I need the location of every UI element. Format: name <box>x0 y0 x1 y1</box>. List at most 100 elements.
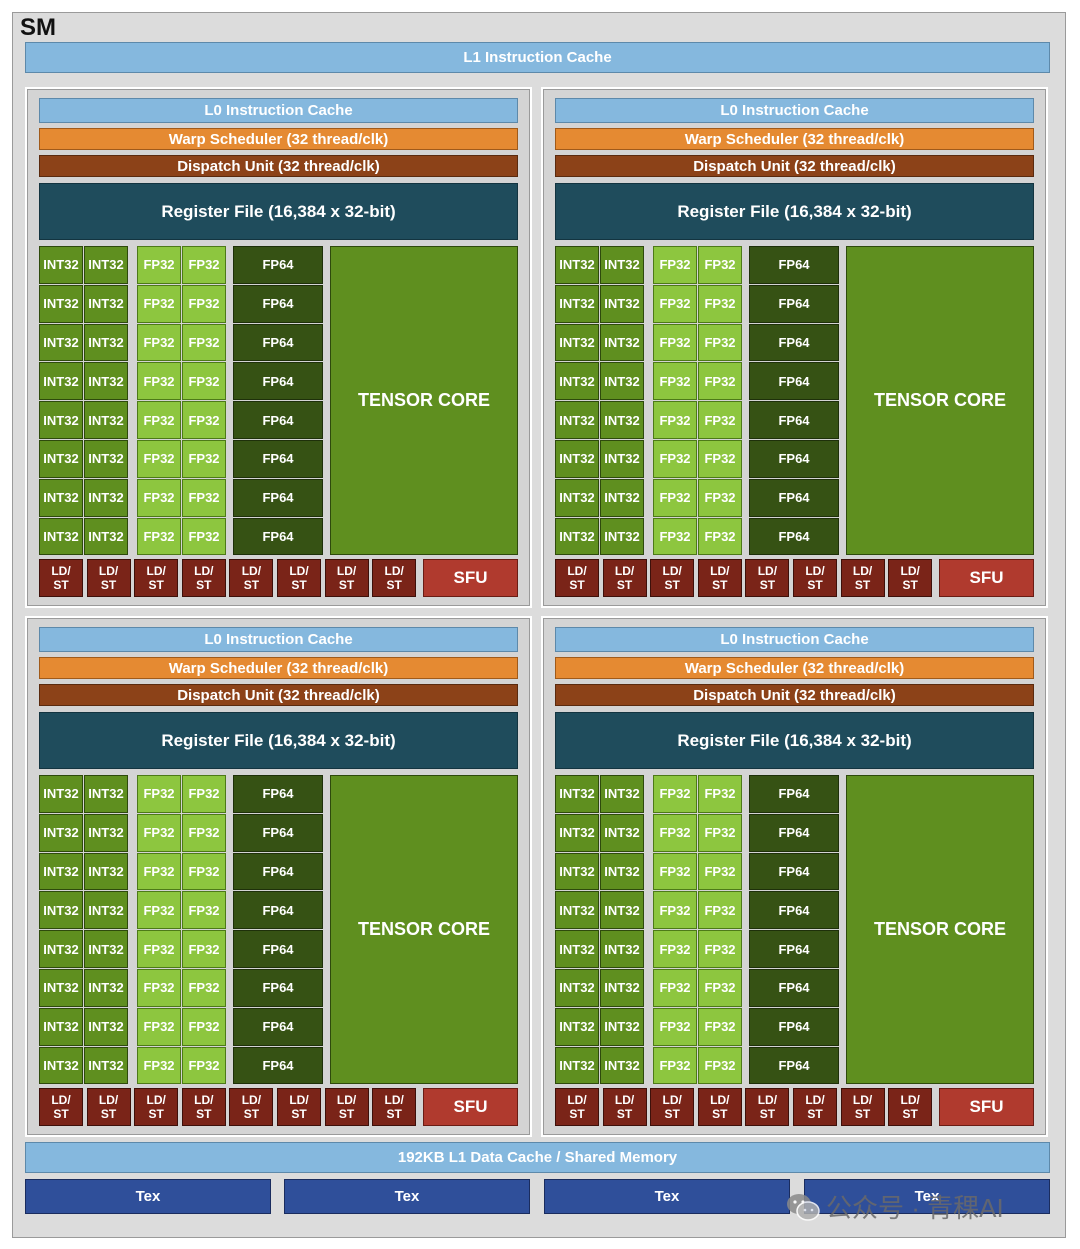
fp32-core: FP32 <box>653 246 697 284</box>
fp32-core: FP32 <box>137 284 181 323</box>
tensor-core: TENSOR CORE <box>846 246 1034 556</box>
int32-core: INT32 <box>600 246 644 284</box>
ld-st-unit: LD/ ST <box>745 1088 790 1126</box>
fp64-core: FP64 <box>233 1046 323 1085</box>
wechat-icon <box>787 1193 820 1221</box>
l0-instruction-cache: L0 Instruction Cache <box>555 627 1034 652</box>
fp32-core: FP32 <box>698 246 742 284</box>
fp32-core: FP32 <box>182 517 226 556</box>
ld-st-unit: LD/ ST <box>229 1088 274 1126</box>
fp32-core: FP32 <box>137 969 181 1007</box>
fp64-core: FP64 <box>749 362 839 401</box>
ld-st-unit: LD/ ST <box>602 559 647 597</box>
fp32-core: FP32 <box>182 246 226 284</box>
fp32-core: FP32 <box>137 517 181 556</box>
int32-core: INT32 <box>84 1007 128 1046</box>
l0-instruction-cache: L0 Instruction Cache <box>39 627 518 652</box>
fp64-core: FP64 <box>233 323 323 362</box>
fp32-core: FP32 <box>653 969 697 1007</box>
int32-core: INT32 <box>39 852 83 891</box>
int32-core: INT32 <box>84 813 128 852</box>
fp64-core: FP64 <box>233 517 323 556</box>
watermark: 公众号 · 青稞AI <box>786 1188 1004 1225</box>
fp32-core: FP32 <box>137 246 181 284</box>
fp64-core: FP64 <box>749 969 839 1007</box>
fp32-core: FP32 <box>653 813 697 852</box>
fp64-core: FP64 <box>233 813 323 852</box>
ld-st-unit: LD/ ST <box>888 1088 933 1126</box>
fp32-core: FP32 <box>137 401 181 439</box>
fp32-core: FP32 <box>137 323 181 362</box>
int32-core: INT32 <box>555 362 599 401</box>
int32-core: INT32 <box>39 478 83 517</box>
fp32-core: FP32 <box>698 478 742 517</box>
int32-core: INT32 <box>39 1046 83 1085</box>
fp32-core: FP32 <box>653 478 697 517</box>
int32-core: INT32 <box>39 362 83 401</box>
fp32-core: FP32 <box>698 930 742 968</box>
sfu-unit: SFU <box>939 1088 1034 1126</box>
int32-core: INT32 <box>600 930 644 968</box>
int32-core: INT32 <box>555 969 599 1007</box>
fp32-core: FP32 <box>182 969 226 1007</box>
fp64-core: FP64 <box>233 775 323 813</box>
fp32-core: FP32 <box>137 1046 181 1085</box>
fp32-core: FP32 <box>653 1007 697 1046</box>
fp64-core: FP64 <box>749 1007 839 1046</box>
fp64-core: FP64 <box>749 930 839 968</box>
register-file: Register File (16,384 x 32-bit) <box>39 712 518 769</box>
int32-core: INT32 <box>600 440 644 478</box>
warp-scheduler: Warp Scheduler (32 thread/clk) <box>555 128 1034 150</box>
int32-core: INT32 <box>84 401 128 439</box>
fp64-core: FP64 <box>749 1046 839 1085</box>
tex-unit: Tex <box>284 1179 530 1214</box>
tex-unit: Tex <box>25 1179 271 1214</box>
int32-core: INT32 <box>555 813 599 852</box>
int32-core: INT32 <box>600 1046 644 1085</box>
fp64-core: FP64 <box>233 478 323 517</box>
fp32-core: FP32 <box>137 813 181 852</box>
fp32-core: FP32 <box>698 813 742 852</box>
fp64-core: FP64 <box>749 478 839 517</box>
int32-core: INT32 <box>39 284 83 323</box>
int32-core: INT32 <box>600 362 644 401</box>
fp32-core: FP32 <box>653 362 697 401</box>
fp32-core: FP32 <box>653 1046 697 1085</box>
int32-core: INT32 <box>555 246 599 284</box>
fp32-core: FP32 <box>182 1007 226 1046</box>
int32-core: INT32 <box>555 517 599 556</box>
fp64-core: FP64 <box>233 440 323 478</box>
ld-st-unit: LD/ ST <box>134 559 179 597</box>
int32-core: INT32 <box>600 969 644 1007</box>
warp-scheduler: Warp Scheduler (32 thread/clk) <box>555 657 1034 679</box>
dispatch-unit: Dispatch Unit (32 thread/clk) <box>39 155 518 177</box>
int32-core: INT32 <box>600 517 644 556</box>
ld-st-unit: LD/ ST <box>650 559 695 597</box>
int32-core: INT32 <box>84 775 128 813</box>
ld-st-unit: LD/ ST <box>277 1088 321 1126</box>
fp32-core: FP32 <box>182 478 226 517</box>
ld-st-unit: LD/ ST <box>39 559 83 597</box>
int32-core: INT32 <box>555 284 599 323</box>
fp32-core: FP32 <box>137 852 181 891</box>
int32-core: INT32 <box>84 969 128 1007</box>
ld-st-unit: LD/ ST <box>793 1088 837 1126</box>
fp64-core: FP64 <box>749 517 839 556</box>
fp32-core: FP32 <box>182 891 226 930</box>
int32-core: INT32 <box>39 246 83 284</box>
tensor-core: TENSOR CORE <box>846 775 1034 1085</box>
int32-core: INT32 <box>600 284 644 323</box>
int32-core: INT32 <box>84 517 128 556</box>
int32-core: INT32 <box>39 969 83 1007</box>
register-file: Register File (16,384 x 32-bit) <box>39 183 518 240</box>
int32-core: INT32 <box>555 440 599 478</box>
fp64-core: FP64 <box>749 775 839 813</box>
register-file: Register File (16,384 x 32-bit) <box>555 712 1034 769</box>
int32-core: INT32 <box>600 1007 644 1046</box>
warp-scheduler: Warp Scheduler (32 thread/clk) <box>39 128 518 150</box>
int32-core: INT32 <box>600 775 644 813</box>
ld-st-unit: LD/ ST <box>277 559 321 597</box>
fp32-core: FP32 <box>698 969 742 1007</box>
fp32-core: FP32 <box>653 440 697 478</box>
ld-st-unit: LD/ ST <box>555 559 599 597</box>
